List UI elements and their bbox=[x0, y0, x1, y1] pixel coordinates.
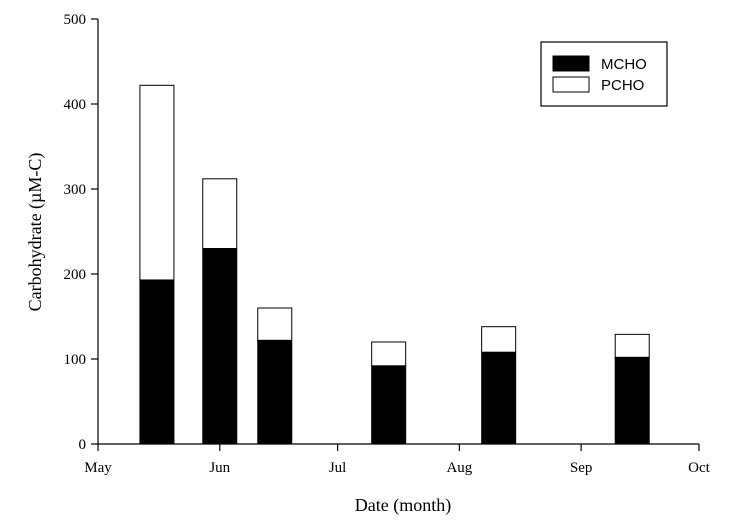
y-axis-title: Carbohydrate (µM-C) bbox=[25, 153, 46, 312]
x-tick-label-3: Aug bbox=[446, 460, 472, 476]
x-tick-label-0: May bbox=[84, 460, 112, 476]
bar-pcho-0 bbox=[139, 84, 175, 281]
y-tick-label-1: 100 bbox=[64, 352, 87, 368]
axes-group bbox=[97, 19, 699, 445]
legend-swatch-mcho bbox=[552, 55, 590, 72]
bar-pcho-2 bbox=[257, 307, 293, 341]
legend: MCHO PCHO bbox=[540, 41, 668, 107]
bar-pcho-1 bbox=[202, 178, 238, 249]
bar-mcho-0 bbox=[139, 279, 175, 445]
y-tick-label-5: 500 bbox=[64, 12, 87, 28]
legend-swatch-pcho bbox=[552, 76, 590, 93]
x-tick-label-2: Jul bbox=[329, 460, 347, 476]
x-tick-label-4: Sep bbox=[570, 460, 593, 476]
y-ticks-group: 0 100 200 300 400 500 bbox=[64, 12, 98, 453]
bar-mcho-2 bbox=[257, 339, 293, 445]
y-tick-label-2: 200 bbox=[64, 267, 87, 283]
legend-label-mcho: MCHO bbox=[601, 56, 647, 73]
x-ticks-group: May Jun Jul Aug Sep Oct bbox=[84, 444, 711, 476]
y-tick-label-3: 300 bbox=[64, 182, 87, 198]
y-tick-label-4: 400 bbox=[64, 97, 87, 113]
x-axis-title: Date (month) bbox=[355, 495, 451, 516]
bar-pcho-5 bbox=[614, 333, 650, 358]
bar-mcho-1 bbox=[202, 248, 238, 445]
y-tick-label-0: 0 bbox=[79, 437, 87, 453]
bar-mcho-5 bbox=[614, 356, 650, 445]
x-tick-label-5: Oct bbox=[688, 460, 710, 476]
bars-group bbox=[139, 84, 650, 445]
bar-mcho-3 bbox=[371, 365, 407, 445]
bar-mcho-4 bbox=[481, 351, 517, 445]
legend-box bbox=[540, 41, 668, 107]
legend-label-pcho: PCHO bbox=[601, 77, 644, 94]
bar-pcho-3 bbox=[371, 341, 407, 367]
x-tick-label-1: Jun bbox=[209, 460, 230, 476]
bar-pcho-4 bbox=[481, 326, 517, 353]
